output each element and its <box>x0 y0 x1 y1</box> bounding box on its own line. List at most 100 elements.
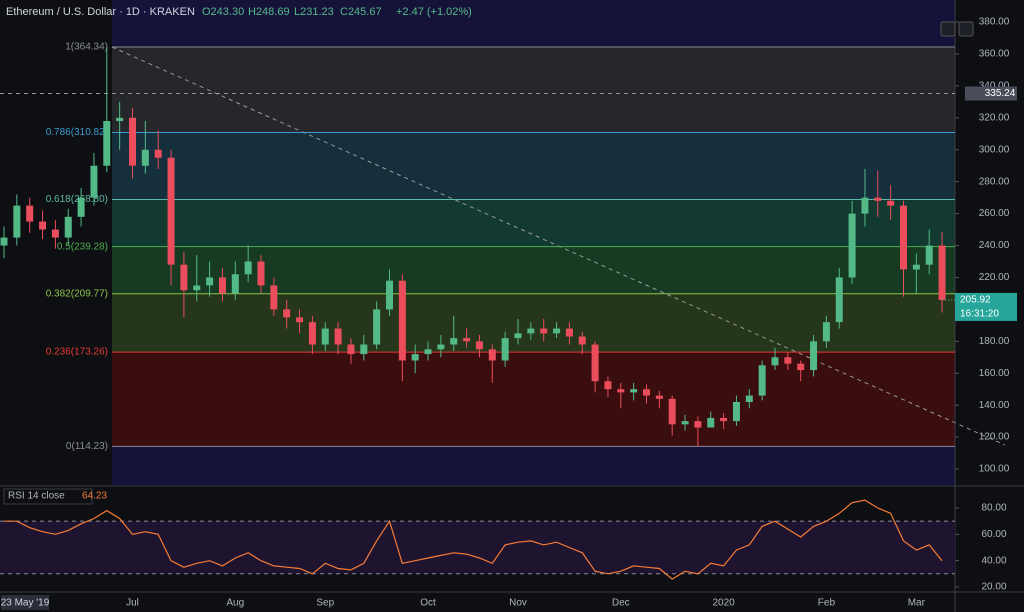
candle-body <box>925 245 933 265</box>
last-price-badge <box>955 292 1017 321</box>
header-buttons[interactable] <box>940 21 974 37</box>
candle-body <box>257 261 265 286</box>
candle-body <box>527 328 535 334</box>
trend-line <box>111 46 1006 446</box>
candle-body <box>540 328 548 334</box>
candle-body <box>771 357 779 366</box>
candle-body <box>321 328 329 345</box>
fib-zone <box>112 246 955 294</box>
candle-body <box>784 357 792 364</box>
header-value: O243.30 <box>202 6 244 18</box>
y-tick-label: 280.00 <box>979 176 1010 187</box>
candle-body <box>141 149 149 166</box>
candle-body <box>655 395 663 399</box>
candle-body <box>694 421 702 428</box>
candle-body <box>643 389 650 396</box>
candle-body <box>103 121 111 166</box>
y-tick-label: 240.00 <box>979 240 1010 251</box>
candle-body <box>26 205 34 222</box>
candle-body <box>450 338 458 345</box>
x-tick-label: Aug <box>226 598 244 609</box>
candle-body <box>437 344 445 350</box>
candle-body <box>244 261 252 275</box>
y-tick-label: 380.00 <box>979 17 1010 28</box>
candle-body <box>180 264 188 291</box>
candle-body <box>206 277 214 286</box>
x-tick-label: Feb <box>818 598 836 609</box>
header-value: H248.69 <box>248 6 290 18</box>
candle-body <box>861 197 869 214</box>
candle-body <box>386 280 393 310</box>
fib-label: 0(114.23) <box>66 441 108 452</box>
candle-body <box>51 229 59 238</box>
candle-body <box>398 280 406 361</box>
candle-body <box>604 381 612 390</box>
download-button[interactable] <box>940 21 956 37</box>
candle-body <box>887 200 895 206</box>
header-value: +2.47 (+1.02%) <box>396 6 472 18</box>
candle-body <box>578 336 586 345</box>
fib-label: 0.382(209.77) <box>46 288 108 299</box>
candle-body <box>553 328 561 334</box>
rsi-legend-box <box>3 488 93 505</box>
candle-body <box>617 389 625 393</box>
y-tick-label: 220.00 <box>979 272 1010 283</box>
x-tick-label: Jul <box>126 598 139 609</box>
candle-body <box>630 389 638 393</box>
candle-body <box>167 157 175 265</box>
candle-body <box>334 328 342 345</box>
x-tick-label: Dec <box>612 598 630 609</box>
candle-body <box>463 338 471 342</box>
x-tick-label: Sep <box>316 598 334 609</box>
candle-body <box>707 417 715 428</box>
candle-body <box>39 221 47 230</box>
y-tick-label: 120.00 <box>979 432 1010 443</box>
candle-body <box>77 197 85 217</box>
candle-body <box>360 344 368 355</box>
fib-zone <box>112 132 955 200</box>
candle-body <box>835 277 843 323</box>
candle-body <box>514 333 522 339</box>
y-tick-label: 180.00 <box>979 336 1010 347</box>
candle-body <box>154 149 162 158</box>
candle-body <box>347 344 355 355</box>
crosshair-label: 335.24 <box>985 88 1016 99</box>
fib-zone <box>112 199 955 247</box>
header-value: C245.67 <box>340 6 382 18</box>
y-tick-label: 140.00 <box>979 400 1010 411</box>
candle-body <box>668 398 676 425</box>
rsi-line <box>4 499 943 580</box>
candle-body <box>64 216 72 238</box>
candle-body <box>810 341 818 371</box>
candle-body <box>488 349 496 361</box>
candle-body <box>745 395 753 402</box>
candle-body <box>938 245 946 300</box>
y-tick-label: 100.00 <box>979 464 1010 475</box>
y-tick-label: 340.00 <box>979 81 1010 92</box>
candle-body <box>90 165 98 198</box>
fib-zone <box>112 47 955 133</box>
y-tick-label: 260.00 <box>979 208 1010 219</box>
time-badge <box>1 595 49 610</box>
candle-body <box>373 309 381 345</box>
y-tick-label: 80.00 <box>981 503 1006 514</box>
candle-body <box>231 274 239 294</box>
candle-body <box>129 117 136 166</box>
candle-body <box>681 421 689 425</box>
crosshair-badge <box>965 86 1017 101</box>
candle-body <box>912 264 920 270</box>
candle-body <box>475 341 483 350</box>
y-tick-label: 160.00 <box>979 368 1010 379</box>
candle-body <box>193 285 201 291</box>
y-tick-label: 300.00 <box>979 144 1010 155</box>
countdown: 16:31:20 <box>960 309 999 320</box>
candle-body <box>874 197 882 201</box>
fib-label: 0.786(310.82) <box>46 127 108 138</box>
fullscreen-button[interactable] <box>958 21 974 37</box>
candle-body <box>218 277 226 294</box>
fib-label: 1(364.34) <box>65 42 108 53</box>
candle-body <box>13 205 21 238</box>
last-price-label: 205.92 <box>960 295 991 306</box>
candle-body <box>308 322 316 345</box>
candle-body <box>732 401 740 422</box>
